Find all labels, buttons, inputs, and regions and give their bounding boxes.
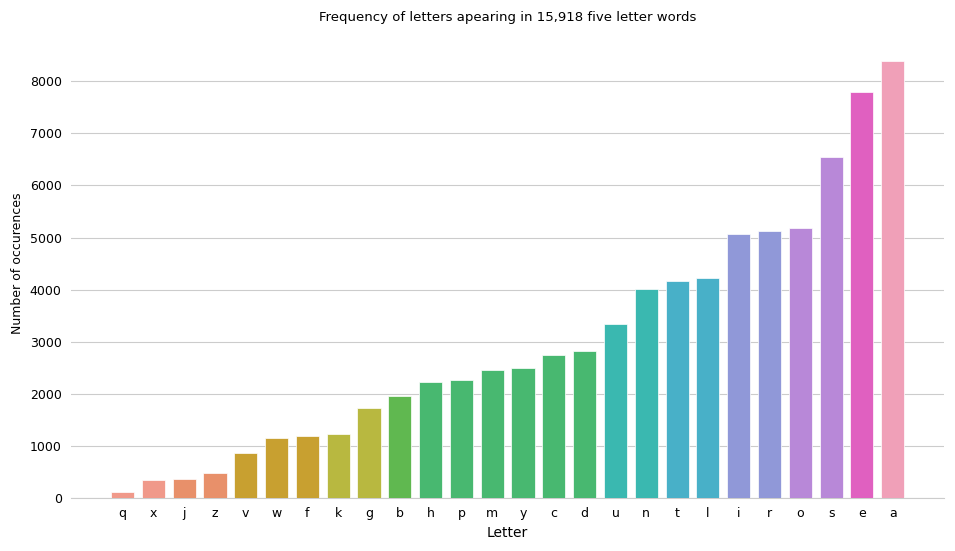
Bar bbox=[480, 370, 504, 498]
Bar bbox=[450, 380, 473, 498]
Bar bbox=[542, 355, 565, 498]
Bar bbox=[327, 434, 350, 498]
Bar bbox=[604, 325, 627, 498]
Bar bbox=[512, 368, 535, 498]
Bar bbox=[296, 436, 319, 498]
Bar bbox=[142, 480, 165, 498]
Bar bbox=[203, 473, 226, 498]
Bar bbox=[881, 61, 904, 498]
Bar bbox=[265, 438, 288, 498]
Bar bbox=[850, 92, 874, 498]
Y-axis label: Number of occurences: Number of occurences bbox=[11, 193, 24, 334]
Bar bbox=[573, 351, 596, 498]
Bar bbox=[727, 234, 751, 498]
Bar bbox=[819, 158, 842, 498]
Bar bbox=[758, 231, 781, 498]
Bar bbox=[111, 492, 134, 498]
Bar bbox=[666, 281, 689, 498]
Bar bbox=[696, 278, 719, 498]
Title: Frequency of letters apearing in 15,918 five letter words: Frequency of letters apearing in 15,918 … bbox=[319, 11, 696, 24]
Bar bbox=[357, 408, 381, 498]
Bar bbox=[635, 289, 658, 498]
Bar bbox=[419, 382, 442, 498]
Bar bbox=[789, 228, 812, 498]
X-axis label: Letter: Letter bbox=[487, 526, 528, 540]
Bar bbox=[389, 396, 412, 498]
Bar bbox=[234, 453, 257, 498]
Bar bbox=[173, 479, 196, 498]
